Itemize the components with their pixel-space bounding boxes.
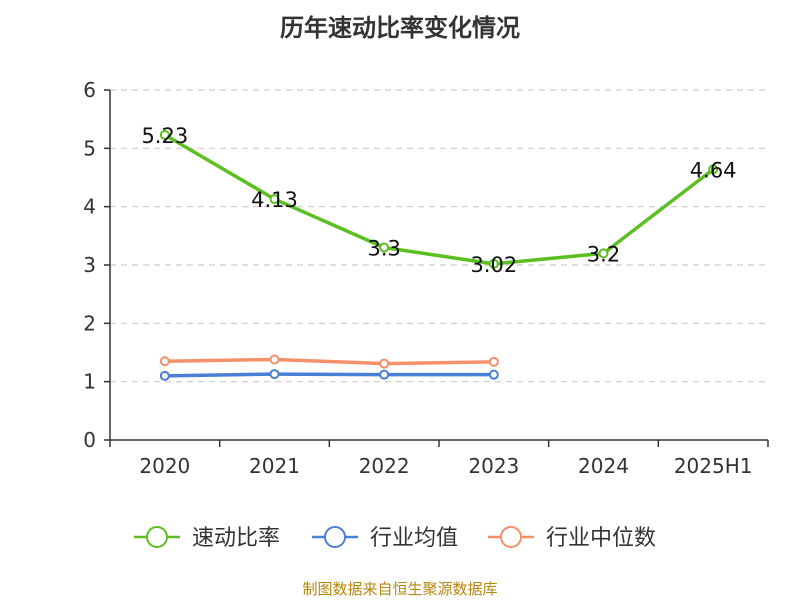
y-tick-label: 4 bbox=[83, 195, 96, 219]
source-note: 制图数据来自恒生聚源数据库 bbox=[302, 580, 498, 598]
data-label: 4.13 bbox=[251, 188, 298, 212]
data-point bbox=[379, 242, 390, 253]
series-line-1 bbox=[164, 372, 494, 378]
data-point bbox=[269, 354, 280, 365]
y-tick-label: 2 bbox=[83, 311, 96, 335]
data-label: 4.64 bbox=[690, 158, 737, 182]
x-tick-label: 2020 bbox=[139, 454, 190, 478]
data-label: 3.3 bbox=[367, 237, 400, 261]
legend[interactable]: 速动比率 行业均值 行业中位数 bbox=[134, 526, 656, 551]
y-tick-label: 0 bbox=[83, 428, 96, 452]
legend-label[interactable]: 行业中位数 bbox=[546, 526, 656, 551]
x-tick-label: 2022 bbox=[359, 454, 410, 478]
legend-marker bbox=[324, 526, 346, 548]
data-point bbox=[488, 258, 499, 269]
grid-layer bbox=[110, 89, 768, 383]
data-label: 3.02 bbox=[470, 253, 517, 277]
data-label: 5.23 bbox=[141, 124, 188, 148]
axis-layer: 0 1 2 3 4 5 6 2020 2021 2022 2023 2024 2025H1 bbox=[83, 78, 769, 478]
data-point bbox=[159, 356, 170, 367]
data-point bbox=[159, 129, 170, 140]
x-tick-label: 2023 bbox=[468, 454, 519, 478]
data-point bbox=[488, 356, 499, 367]
data-point bbox=[598, 248, 609, 259]
data-label: 3.2 bbox=[587, 242, 620, 266]
y-tick-label: 6 bbox=[83, 78, 96, 102]
data-point bbox=[379, 358, 390, 369]
series-line-0 bbox=[163, 133, 715, 266]
y-tick-label: 3 bbox=[83, 253, 96, 277]
legend-marker bbox=[146, 526, 168, 548]
series-layer bbox=[159, 129, 719, 381]
data-point bbox=[379, 369, 390, 380]
legend-marker bbox=[500, 526, 522, 548]
series-line-2 bbox=[164, 357, 494, 366]
legend-label[interactable]: 行业均值 bbox=[370, 526, 458, 551]
data-point bbox=[269, 369, 280, 380]
x-tick-label: 2025H1 bbox=[674, 454, 753, 478]
data-point bbox=[488, 369, 499, 380]
x-tick-label: 2021 bbox=[249, 454, 300, 478]
x-tick-label: 2024 bbox=[578, 454, 629, 478]
chart-title: 历年速动比率变化情况 bbox=[280, 14, 520, 42]
y-tick-label: 1 bbox=[83, 370, 96, 394]
y-tick-label: 5 bbox=[83, 136, 96, 160]
legend-label[interactable]: 速动比率 bbox=[192, 526, 280, 551]
data-point bbox=[159, 370, 170, 381]
label-layer: 5.23 4.13 3.3 3.02 3.2 4.64 bbox=[141, 124, 736, 277]
data-point bbox=[708, 164, 719, 175]
data-point bbox=[269, 194, 280, 205]
